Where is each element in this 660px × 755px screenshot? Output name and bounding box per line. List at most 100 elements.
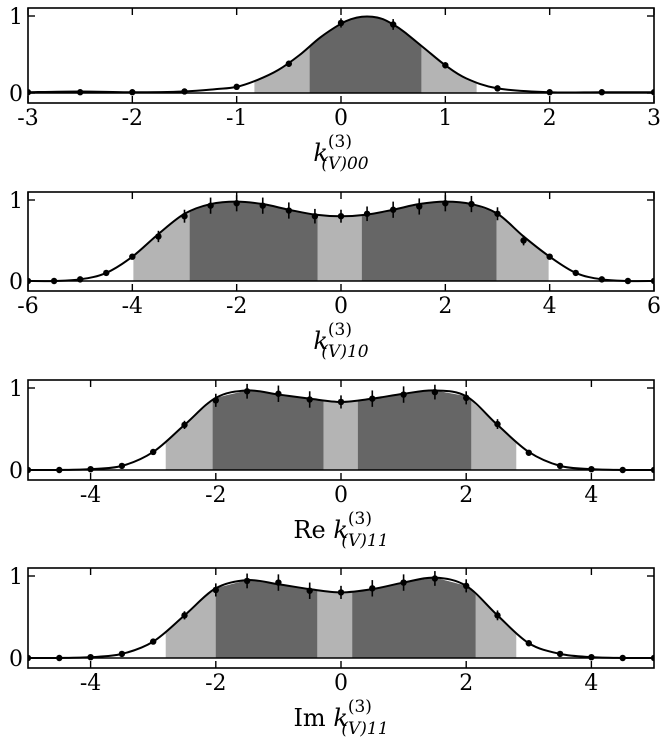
x-tick-label: -1 bbox=[226, 106, 247, 131]
panel-re-k-V11: -4 -2 0 2 401 Re k(3) (V)11 bbox=[9, 377, 655, 551]
data-point bbox=[285, 207, 293, 214]
x-axis-label-superscript: (3) bbox=[328, 132, 352, 152]
data-point bbox=[243, 577, 251, 585]
data-point bbox=[181, 421, 188, 429]
data-point bbox=[275, 579, 282, 586]
data-point bbox=[337, 398, 345, 406]
data-point bbox=[400, 391, 407, 398]
data-point bbox=[233, 83, 240, 91]
x-axis-label-superscript: (3) bbox=[348, 697, 372, 717]
data-points bbox=[28, 18, 654, 96]
data-point bbox=[431, 388, 439, 396]
data-point bbox=[442, 200, 449, 207]
x-axis-label: k(3) (V)10 bbox=[313, 320, 368, 362]
data-point bbox=[463, 582, 470, 590]
y-tick-label: 1 bbox=[9, 377, 23, 402]
data-point bbox=[494, 420, 501, 428]
x-axis-label: Re k(3) (V)11 bbox=[293, 509, 388, 551]
data-point bbox=[619, 466, 626, 474]
band-1sigma bbox=[309, 16, 422, 93]
data-point bbox=[212, 397, 219, 404]
credible-bands bbox=[165, 390, 517, 470]
x-tick-label: -3 bbox=[17, 106, 38, 131]
data-point bbox=[494, 85, 501, 92]
data-point bbox=[337, 213, 345, 220]
data-point bbox=[150, 638, 157, 645]
x-tick-label: 1 bbox=[438, 106, 452, 131]
data-point bbox=[311, 213, 319, 220]
x-axis-label-subscript: (V)00 bbox=[321, 154, 368, 174]
band-1sigma bbox=[361, 201, 497, 281]
y-axis: 01 bbox=[9, 565, 654, 672]
data-point bbox=[207, 202, 214, 209]
credible-bands bbox=[165, 577, 517, 658]
data-point bbox=[494, 210, 501, 217]
data-point bbox=[56, 466, 63, 474]
x-axis-label-prefix: Im bbox=[293, 704, 333, 732]
x-axis-label: Im k(3) (V)11 bbox=[293, 697, 388, 739]
data-point bbox=[598, 89, 606, 96]
x-tick-label: 4 bbox=[543, 294, 557, 319]
x-tick-label: 2 bbox=[459, 483, 473, 508]
data-point bbox=[259, 202, 266, 209]
data-point bbox=[624, 277, 632, 285]
x-axis: -6 -4 -2 0 2 4 6 bbox=[17, 192, 660, 319]
y-tick-label: 1 bbox=[9, 189, 23, 214]
data-point bbox=[285, 60, 293, 67]
data-point bbox=[118, 462, 126, 470]
data-point bbox=[619, 654, 626, 662]
band-1sigma bbox=[215, 580, 318, 658]
band-1sigma bbox=[189, 201, 318, 281]
data-point bbox=[520, 237, 527, 244]
x-axis-label-symbol: k bbox=[333, 704, 348, 732]
x-axis-label-subscript: (V)10 bbox=[321, 342, 368, 362]
data-point bbox=[525, 640, 532, 647]
x-tick-label: 0 bbox=[334, 671, 348, 696]
data-point bbox=[588, 653, 595, 661]
x-tick-label: 4 bbox=[584, 671, 598, 696]
y-axis: 01 bbox=[9, 5, 654, 107]
x-axis-label-prefix: Re bbox=[293, 516, 333, 544]
data-point bbox=[337, 589, 345, 596]
x-tick-label: -6 bbox=[17, 294, 38, 319]
band-1sigma bbox=[352, 577, 476, 658]
y-tick-label: 1 bbox=[9, 565, 23, 590]
x-axis-label-symbol: k bbox=[313, 327, 328, 355]
data-point bbox=[389, 206, 397, 213]
x-tick-label: 4 bbox=[584, 483, 598, 508]
band-1sigma bbox=[357, 390, 472, 470]
x-axis-label-superscript: (3) bbox=[348, 509, 372, 529]
data-point bbox=[416, 203, 423, 210]
data-point bbox=[369, 395, 376, 402]
data-point bbox=[363, 210, 371, 217]
x-axis-label-subscript: (V)11 bbox=[341, 531, 388, 551]
credible-bands bbox=[254, 16, 477, 93]
x-axis-label-symbol: k bbox=[313, 139, 328, 167]
x-tick-label: 2 bbox=[543, 106, 557, 131]
data-point bbox=[56, 654, 63, 662]
y-tick-label: 0 bbox=[9, 82, 23, 107]
x-tick-label: 6 bbox=[647, 294, 660, 319]
x-tick-label: -4 bbox=[80, 483, 101, 508]
data-point bbox=[181, 213, 188, 220]
data-point bbox=[76, 89, 84, 96]
data-point bbox=[87, 653, 94, 661]
x-tick-label: 0 bbox=[334, 106, 348, 131]
data-point bbox=[468, 200, 475, 208]
data-point bbox=[129, 89, 136, 96]
data-point bbox=[494, 612, 501, 619]
x-tick-label: -4 bbox=[122, 294, 143, 319]
data-point bbox=[389, 21, 397, 28]
data-point bbox=[431, 575, 439, 582]
data-point bbox=[598, 276, 606, 283]
data-point bbox=[129, 253, 136, 260]
data-points bbox=[28, 195, 654, 285]
x-tick-label: 0 bbox=[334, 483, 348, 508]
data-point bbox=[556, 650, 564, 658]
x-tick-label: -2 bbox=[205, 483, 226, 508]
data-point bbox=[103, 269, 110, 277]
data-point bbox=[306, 396, 313, 403]
y-axis: 01 bbox=[9, 377, 654, 484]
data-point bbox=[337, 19, 345, 27]
